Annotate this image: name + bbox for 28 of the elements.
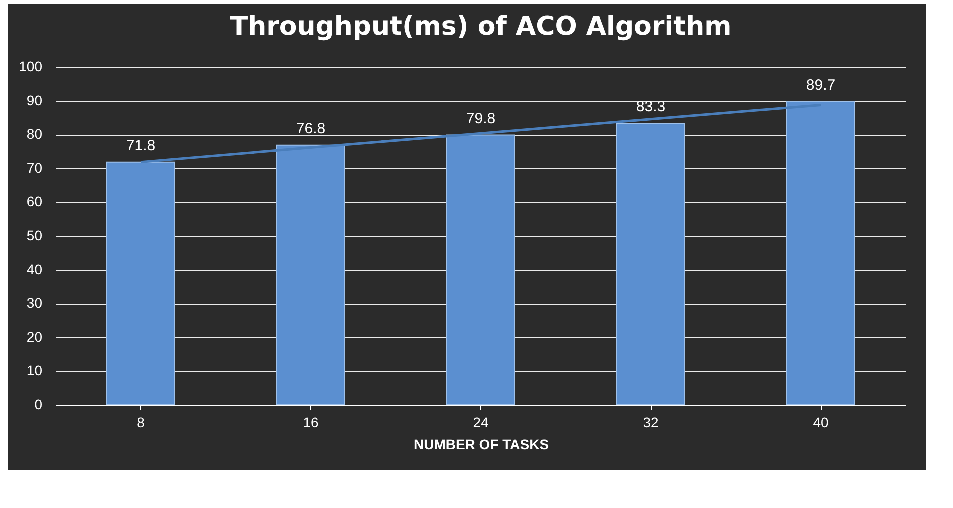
y-tick-label: 90 (26, 92, 43, 108)
data-label: 79.8 (466, 110, 496, 128)
y-tick-label: 100 (19, 58, 43, 74)
data-label: 83.3 (636, 98, 666, 116)
y-tick-label: 60 (26, 194, 43, 210)
x-tick-label: 8 (137, 414, 146, 430)
bar (446, 134, 516, 406)
data-label: 89.7 (806, 76, 836, 94)
y-tick-label: 80 (26, 126, 43, 142)
x-tick-label: 40 (813, 414, 829, 430)
bar (786, 101, 856, 406)
y-tick-label: 50 (26, 228, 43, 244)
x-tick-label: 16 (303, 414, 319, 430)
y-tick-label: 70 (26, 160, 43, 176)
x-axis-title: NUMBER OF TASKS (414, 436, 550, 452)
y-tick-label: 0 (34, 396, 43, 412)
x-tick-label: 24 (473, 414, 489, 430)
data-label: 71.8 (126, 137, 156, 154)
data-label: 76.8 (296, 120, 326, 138)
y-tick-label: 10 (26, 362, 43, 379)
bar (616, 122, 686, 406)
bar (106, 162, 176, 406)
chart-title: Throughput(ms) of ACO Algorithm (230, 12, 732, 42)
y-tick-label: 20 (26, 328, 43, 345)
x-tick-label: 32 (643, 414, 659, 430)
bar (276, 144, 346, 406)
y-tick-label: 40 (26, 261, 43, 278)
y-tick-label: 30 (26, 295, 43, 312)
